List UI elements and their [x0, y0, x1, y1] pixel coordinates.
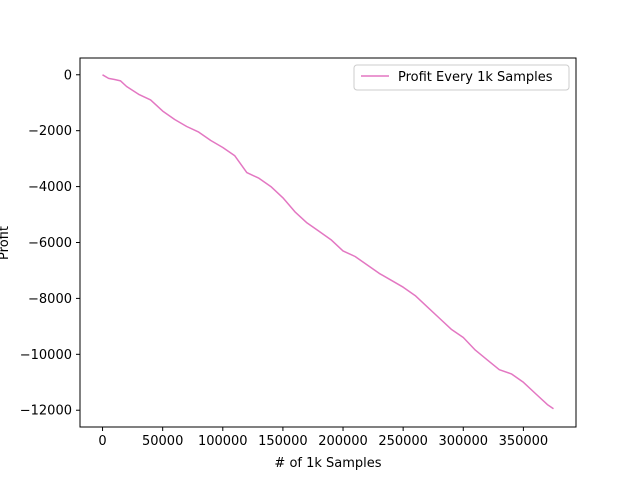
- y-tick-label: −12000: [20, 404, 72, 419]
- x-axis-label: # of 1k Samples: [274, 456, 381, 471]
- y-tick-label: −6000: [28, 236, 72, 251]
- y-tick-label: −10000: [20, 348, 72, 363]
- x-tick-label: 350000: [499, 434, 549, 449]
- x-tick-label: 200000: [318, 434, 368, 449]
- legend: Profit Every 1k Samples: [353, 64, 570, 91]
- x-tick-label: 0: [98, 434, 106, 449]
- axes-frame: [79, 57, 577, 428]
- tick-marks: [76, 74, 524, 431]
- y-axis-label: Profit: [0, 226, 12, 260]
- y-tick-label: −2000: [28, 124, 72, 139]
- y-tick-label: −4000: [28, 180, 72, 195]
- plot-area: [102, 74, 554, 410]
- series-line-0: [102, 74, 554, 410]
- x-tick-label: 100000: [198, 434, 248, 449]
- x-tick-label: 150000: [258, 434, 308, 449]
- y-tick-label: 0: [64, 68, 72, 83]
- y-tick-labels: 0 −2000 −4000 −6000 −8000 −10000 −12000: [20, 68, 72, 418]
- y-tick-label: −8000: [28, 292, 72, 307]
- x-tick-label: 250000: [378, 434, 428, 449]
- x-tick-label: 50000: [142, 434, 183, 449]
- legend-label: Profit Every 1k Samples: [398, 70, 553, 85]
- legend-box: [353, 64, 570, 91]
- x-tick-label: 300000: [438, 434, 488, 449]
- x-tick-labels: 0 50000 100000 150000 200000 250000 300000 3500…: [98, 434, 548, 449]
